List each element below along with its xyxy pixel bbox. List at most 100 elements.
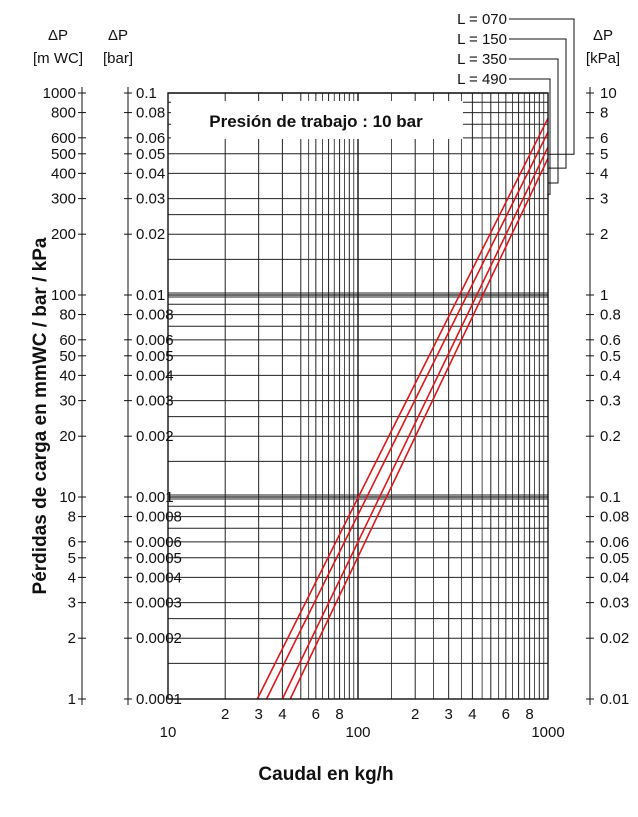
legend-leader-2 — [509, 38, 567, 169]
y-axis-2-tick-label: 0.0003 — [136, 595, 182, 612]
x-axis-major-tick-label: 1000 — [531, 724, 564, 741]
y-axis-3-tick-label: 0.6 — [600, 332, 621, 349]
y-axis-2-tick-label: 0.0002 — [136, 630, 182, 647]
y-axis-1-tick-label: 60 — [59, 332, 76, 349]
y-axis-2-tick-label: 0.0004 — [136, 569, 182, 586]
y-axis-3-tick-label: 3 — [600, 191, 608, 208]
y-axis-1-tick-label: 50 — [59, 348, 76, 365]
y-axis-3-tick-label: 0.4 — [600, 367, 621, 384]
y-axis-3-tick-label: 1 — [600, 287, 608, 304]
x-axis-minor-tick-label: 6 — [502, 706, 510, 723]
y-axis-3-tick-label: 0.3 — [600, 393, 621, 410]
legend: L = 070 L = 150 L = 350 L = 490 — [457, 11, 575, 195]
y-axis-1-tick-label: 6 — [68, 534, 76, 551]
y-axis-label: Pérdidas de carga en mmWC / bar / kPa — [30, 237, 51, 594]
x-axis-minor-tick-label: 6 — [312, 706, 320, 723]
y-axis-3-tick-label: 0.05 — [600, 550, 629, 567]
y-axis-1-tick-label: 2 — [68, 630, 76, 647]
y-axis-2-tick-label: 0.004 — [136, 367, 174, 384]
y-axis-1-tick-label: 10 — [59, 489, 76, 506]
y-axis-3-tick-label: 0.02 — [600, 630, 629, 647]
y-axis-3-tick-label: 0.01 — [600, 691, 629, 708]
y-axis-3-tick-label: 0.06 — [600, 534, 629, 551]
y-axis-2-unit: [bar] — [103, 50, 133, 67]
y-axis-1-tick-label: 800 — [51, 105, 76, 122]
x-axis-minor-tick-label: 8 — [335, 706, 343, 723]
y-axis-3-tick-label: 0.04 — [600, 569, 629, 586]
y-axis-2-symbol: ΔP — [108, 27, 128, 44]
y-axis-1-unit: [m WC] — [33, 50, 83, 67]
x-axis-major-tick-label: 100 — [345, 724, 370, 741]
y-axis-1-tick-label: 40 — [59, 367, 76, 384]
y-axis-3-tick-label: 8 — [600, 105, 608, 122]
y-axis-3-tick-label: 5 — [600, 146, 608, 163]
legend-leader-3 — [509, 58, 559, 184]
x-axis-minor-tick-label: 2 — [221, 706, 229, 723]
y-axis-3-tick-label: 0.1 — [600, 489, 621, 506]
x-axis-major-tick-label: 10 — [160, 724, 177, 741]
title-banner-box — [171, 101, 463, 139]
y-axis-2-tick-label: 0.0006 — [136, 534, 182, 551]
title-banner: Presión de trabajo : 10 bar — [171, 101, 463, 139]
legend-label-4: L = 490 — [457, 71, 507, 88]
y-axis-2-tick-label: 0.001 — [136, 489, 174, 506]
plot-border — [167, 92, 549, 700]
y-axis-1-tick-label: 20 — [59, 428, 76, 445]
y-axis-1-tick-label: 100 — [51, 287, 76, 304]
y-axis-2-tick-label: 0.05 — [136, 146, 165, 163]
y-axis-1-tick-label: 3 — [68, 595, 76, 612]
y-axis-2-tick-label: 0.005 — [136, 348, 174, 365]
y-axis-1-tick-label: 80 — [59, 307, 76, 324]
y-axis-3-symbol: ΔP — [593, 27, 613, 44]
plot-frame — [167, 92, 549, 700]
x-axis-minor-tick-label: 2 — [411, 706, 419, 723]
y-axis-3-tick-label: 0.2 — [600, 428, 621, 445]
series-lines — [256, 117, 549, 700]
y-axis-3-tick-label: 10 — [600, 85, 617, 102]
x-axis-minor-tick-label: 4 — [468, 706, 476, 723]
y-axis-2-tick-label: 0.0008 — [136, 509, 182, 526]
x-axis-label: Caudal en kg/h — [258, 764, 393, 785]
y-axis-2-tick-label: 0.04 — [136, 165, 165, 182]
legend-label-1: L = 070 — [457, 11, 507, 28]
y-axis-1-tick-label: 600 — [51, 130, 76, 147]
y-axis-2-tick-label: 0.002 — [136, 428, 174, 445]
y-axis-1-tick-label: 5 — [68, 550, 76, 567]
y-axis-1-tick-label: 1 — [68, 691, 76, 708]
y-axis-2-tick-label: 0.08 — [136, 105, 165, 122]
y-axis-2-tick-label: 0.01 — [136, 287, 165, 304]
y-axis-1-tick-label: 400 — [51, 165, 76, 182]
legend-leader-1 — [509, 18, 575, 155]
y-axis-2-tick-label: 0.008 — [136, 307, 174, 324]
x-axis-minor-tick-label: 4 — [278, 706, 286, 723]
y-axis-1-tick-label: 4 — [68, 569, 76, 586]
y-axis-1-tick-label: 8 — [68, 509, 76, 526]
y-axis-3-tick-label: 0.5 — [600, 348, 621, 365]
y-axis-3-tick-label: 4 — [600, 165, 608, 182]
y-axis-3-tick-label: 0.8 — [600, 307, 621, 324]
y-axis-1-tick-label: 30 — [59, 393, 76, 410]
y-axis-1-tick-label: 1000 — [43, 85, 76, 102]
y-axis-2-tick-label: 0.0001 — [136, 691, 182, 708]
y-axis-2-tick-label: 0.02 — [136, 226, 165, 243]
y-axis-3-tick-label: 6 — [600, 130, 608, 147]
series-line-3 — [281, 146, 549, 700]
series-line-2 — [265, 131, 549, 700]
legend-label-3: L = 350 — [457, 51, 507, 68]
y-axis-3-tick-label: 2 — [600, 226, 608, 243]
chart-title: Presión de trabajo : 10 bar — [209, 112, 423, 131]
legend-leader-4 — [509, 78, 551, 195]
y-axis-1-tick-label: 200 — [51, 226, 76, 243]
y-axis-2-tick-label: 0.006 — [136, 332, 174, 349]
series-line-1 — [256, 117, 549, 700]
y-axis-3-tick-label: 0.08 — [600, 509, 629, 526]
y-axis-3-unit: [kPa] — [586, 50, 620, 67]
grid — [168, 92, 548, 699]
y-axis-2-tick-label: 0.0005 — [136, 550, 182, 567]
x-axis-minor-tick-label: 8 — [525, 706, 533, 723]
x-axis-minor-tick-label: 3 — [444, 706, 452, 723]
y-axis-1-symbol: ΔP — [48, 27, 68, 44]
